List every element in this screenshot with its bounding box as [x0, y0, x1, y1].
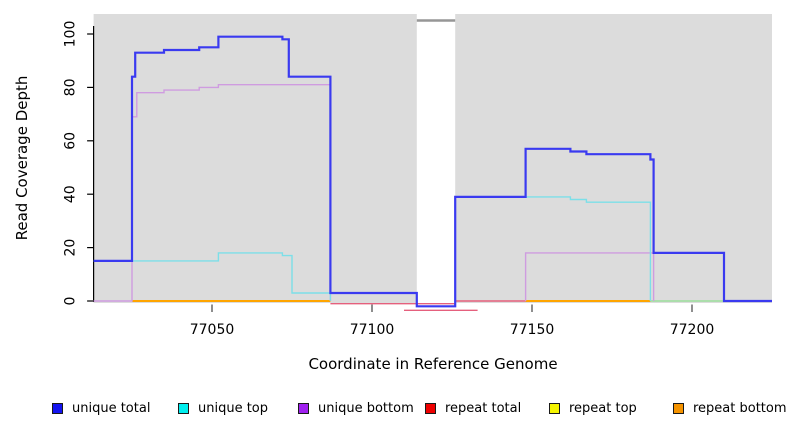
- y-tick-label-60: 60: [63, 132, 79, 150]
- legend-item-repeat-top: repeat top: [549, 399, 637, 417]
- legend-item-repeat-total: repeat total: [425, 399, 521, 417]
- series-unique-bottom-path2: [524, 252, 655, 301]
- legend-label: unique bottom: [318, 400, 414, 416]
- y-tick-label-40: 40: [63, 185, 79, 203]
- y-tick-label-0: 0: [63, 297, 79, 306]
- legend-label: repeat total: [445, 400, 522, 416]
- series-unique-total-path1: [93, 35, 772, 308]
- legend-swatch-icon: [673, 402, 684, 414]
- x-tick-label-77050: 77050: [190, 322, 235, 338]
- legend-swatch-icon: [52, 402, 63, 414]
- y-tick-label-100: 100: [63, 21, 79, 48]
- legend-swatch-icon: [298, 402, 309, 414]
- y-tick-label-80: 80: [63, 78, 79, 96]
- legend-item-unique-bottom: unique bottom: [298, 399, 414, 417]
- legend-item-unique-total: unique total: [52, 399, 150, 417]
- legend-swatch-icon: [425, 402, 436, 414]
- legend-item-repeat-bottom: repeat bottom: [673, 399, 787, 417]
- legend-label: unique total: [72, 400, 151, 416]
- series-unique-top-path1: [93, 252, 332, 301]
- legend-label: repeat bottom: [693, 400, 787, 416]
- legend-label: unique top: [198, 400, 269, 416]
- gap-region: [416, 14, 456, 313]
- x-tick-label-77150: 77150: [510, 322, 555, 338]
- x-axis-title: Coordinate in Reference Genome: [308, 355, 558, 373]
- legend-item-unique-top: unique top: [178, 399, 268, 417]
- x-tick-label-77100: 77100: [350, 322, 395, 338]
- legend-swatch-icon: [549, 402, 560, 414]
- series-unique-top-path2: [525, 196, 652, 301]
- x-tick-label-77200: 77200: [670, 322, 715, 338]
- legend: unique total unique top unique bottom repea…: [0, 399, 792, 423]
- y-tick-label-20: 20: [63, 239, 79, 257]
- y-axis-title: Read Coverage Depth: [13, 75, 31, 241]
- legend-swatch-icon: [178, 402, 189, 414]
- legend-label: repeat top: [569, 400, 637, 416]
